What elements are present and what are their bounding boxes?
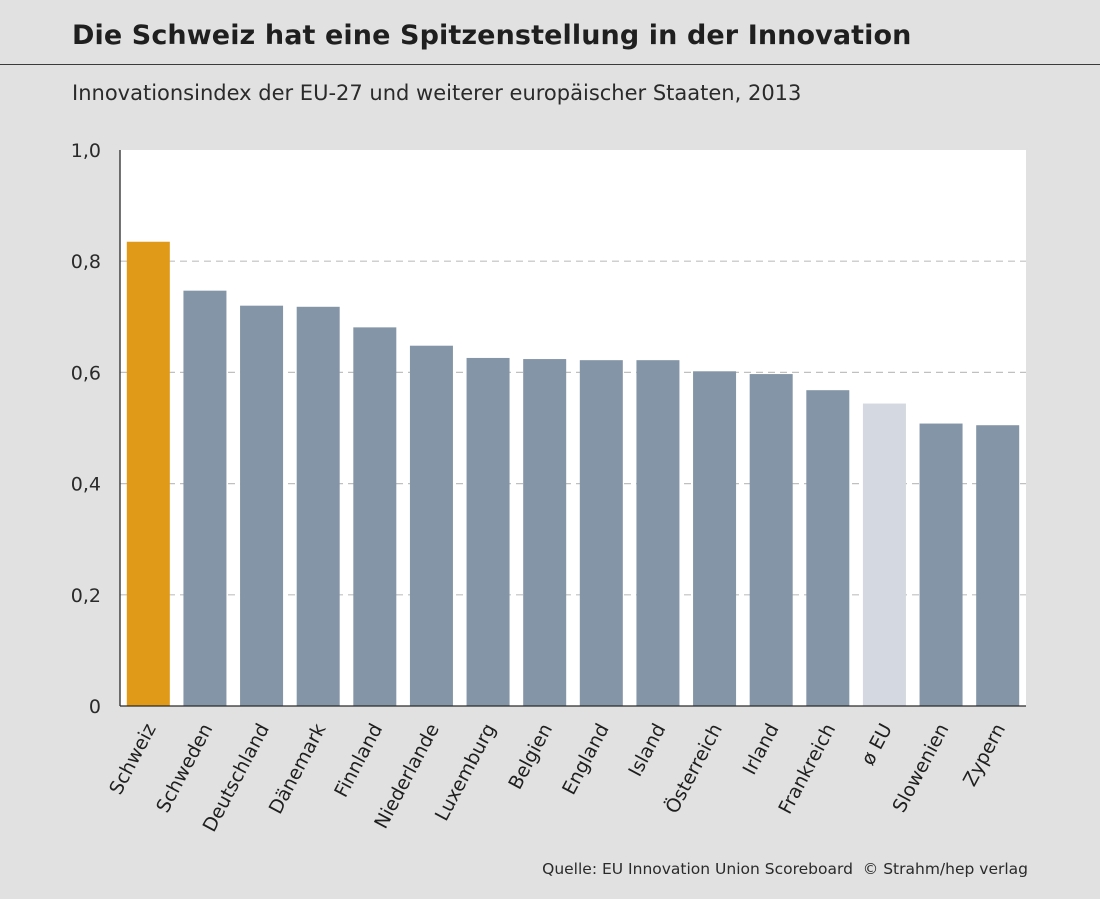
bar	[183, 290, 227, 706]
bar	[523, 359, 567, 706]
x-tick-label: Finnland	[330, 720, 387, 801]
bar	[636, 360, 680, 706]
x-tick-label: ø EU	[857, 720, 897, 769]
x-tick-label: Irland	[739, 720, 784, 778]
y-tick-label: 0,6	[71, 362, 101, 384]
bar	[409, 345, 453, 706]
y-tick-label: 1,0	[71, 140, 101, 162]
x-tick-label: Luxemburg	[431, 720, 501, 825]
x-tick-label: Schweiz	[105, 720, 161, 798]
title-divider	[0, 64, 1100, 65]
chart-title: Die Schweiz hat eine Spitzenstellung in …	[72, 20, 912, 51]
y-tick-label: 0,8	[71, 251, 101, 273]
x-tick-label: Slowenien	[888, 720, 953, 816]
x-tick-label: Frankreich	[774, 720, 840, 818]
bar	[353, 327, 397, 706]
x-tick-label: England	[558, 720, 614, 798]
x-tick-label: Dänemark	[265, 720, 331, 818]
source-note: Quelle: EU Innovation Union Scoreboard ©…	[542, 860, 1028, 878]
bar	[126, 241, 170, 707]
copyright-text: © Strahm/hep verlag	[862, 860, 1028, 878]
chart-subtitle: Innovationsindex der EU-27 und weiterer …	[72, 81, 802, 105]
y-tick-label: 0,4	[71, 474, 101, 496]
bar	[693, 371, 737, 706]
y-tick-label: 0,2	[71, 585, 101, 607]
x-tick-label: Belgien	[504, 720, 557, 793]
bar	[466, 357, 510, 706]
x-tick-label: Österreich	[661, 720, 727, 818]
source-text: Quelle: EU Innovation Union Scoreboard	[542, 860, 853, 878]
x-tick-label: Island	[624, 720, 670, 780]
bar	[240, 305, 284, 706]
bar	[749, 374, 793, 706]
bar	[919, 423, 963, 706]
bar	[806, 390, 850, 706]
bar	[976, 425, 1020, 706]
bar	[862, 403, 906, 706]
x-tick-label: Schweden	[152, 720, 217, 816]
bar	[579, 360, 623, 706]
bar	[296, 306, 340, 706]
x-tick-label: Zypern	[959, 720, 1010, 790]
y-tick-label: 0	[89, 696, 101, 718]
